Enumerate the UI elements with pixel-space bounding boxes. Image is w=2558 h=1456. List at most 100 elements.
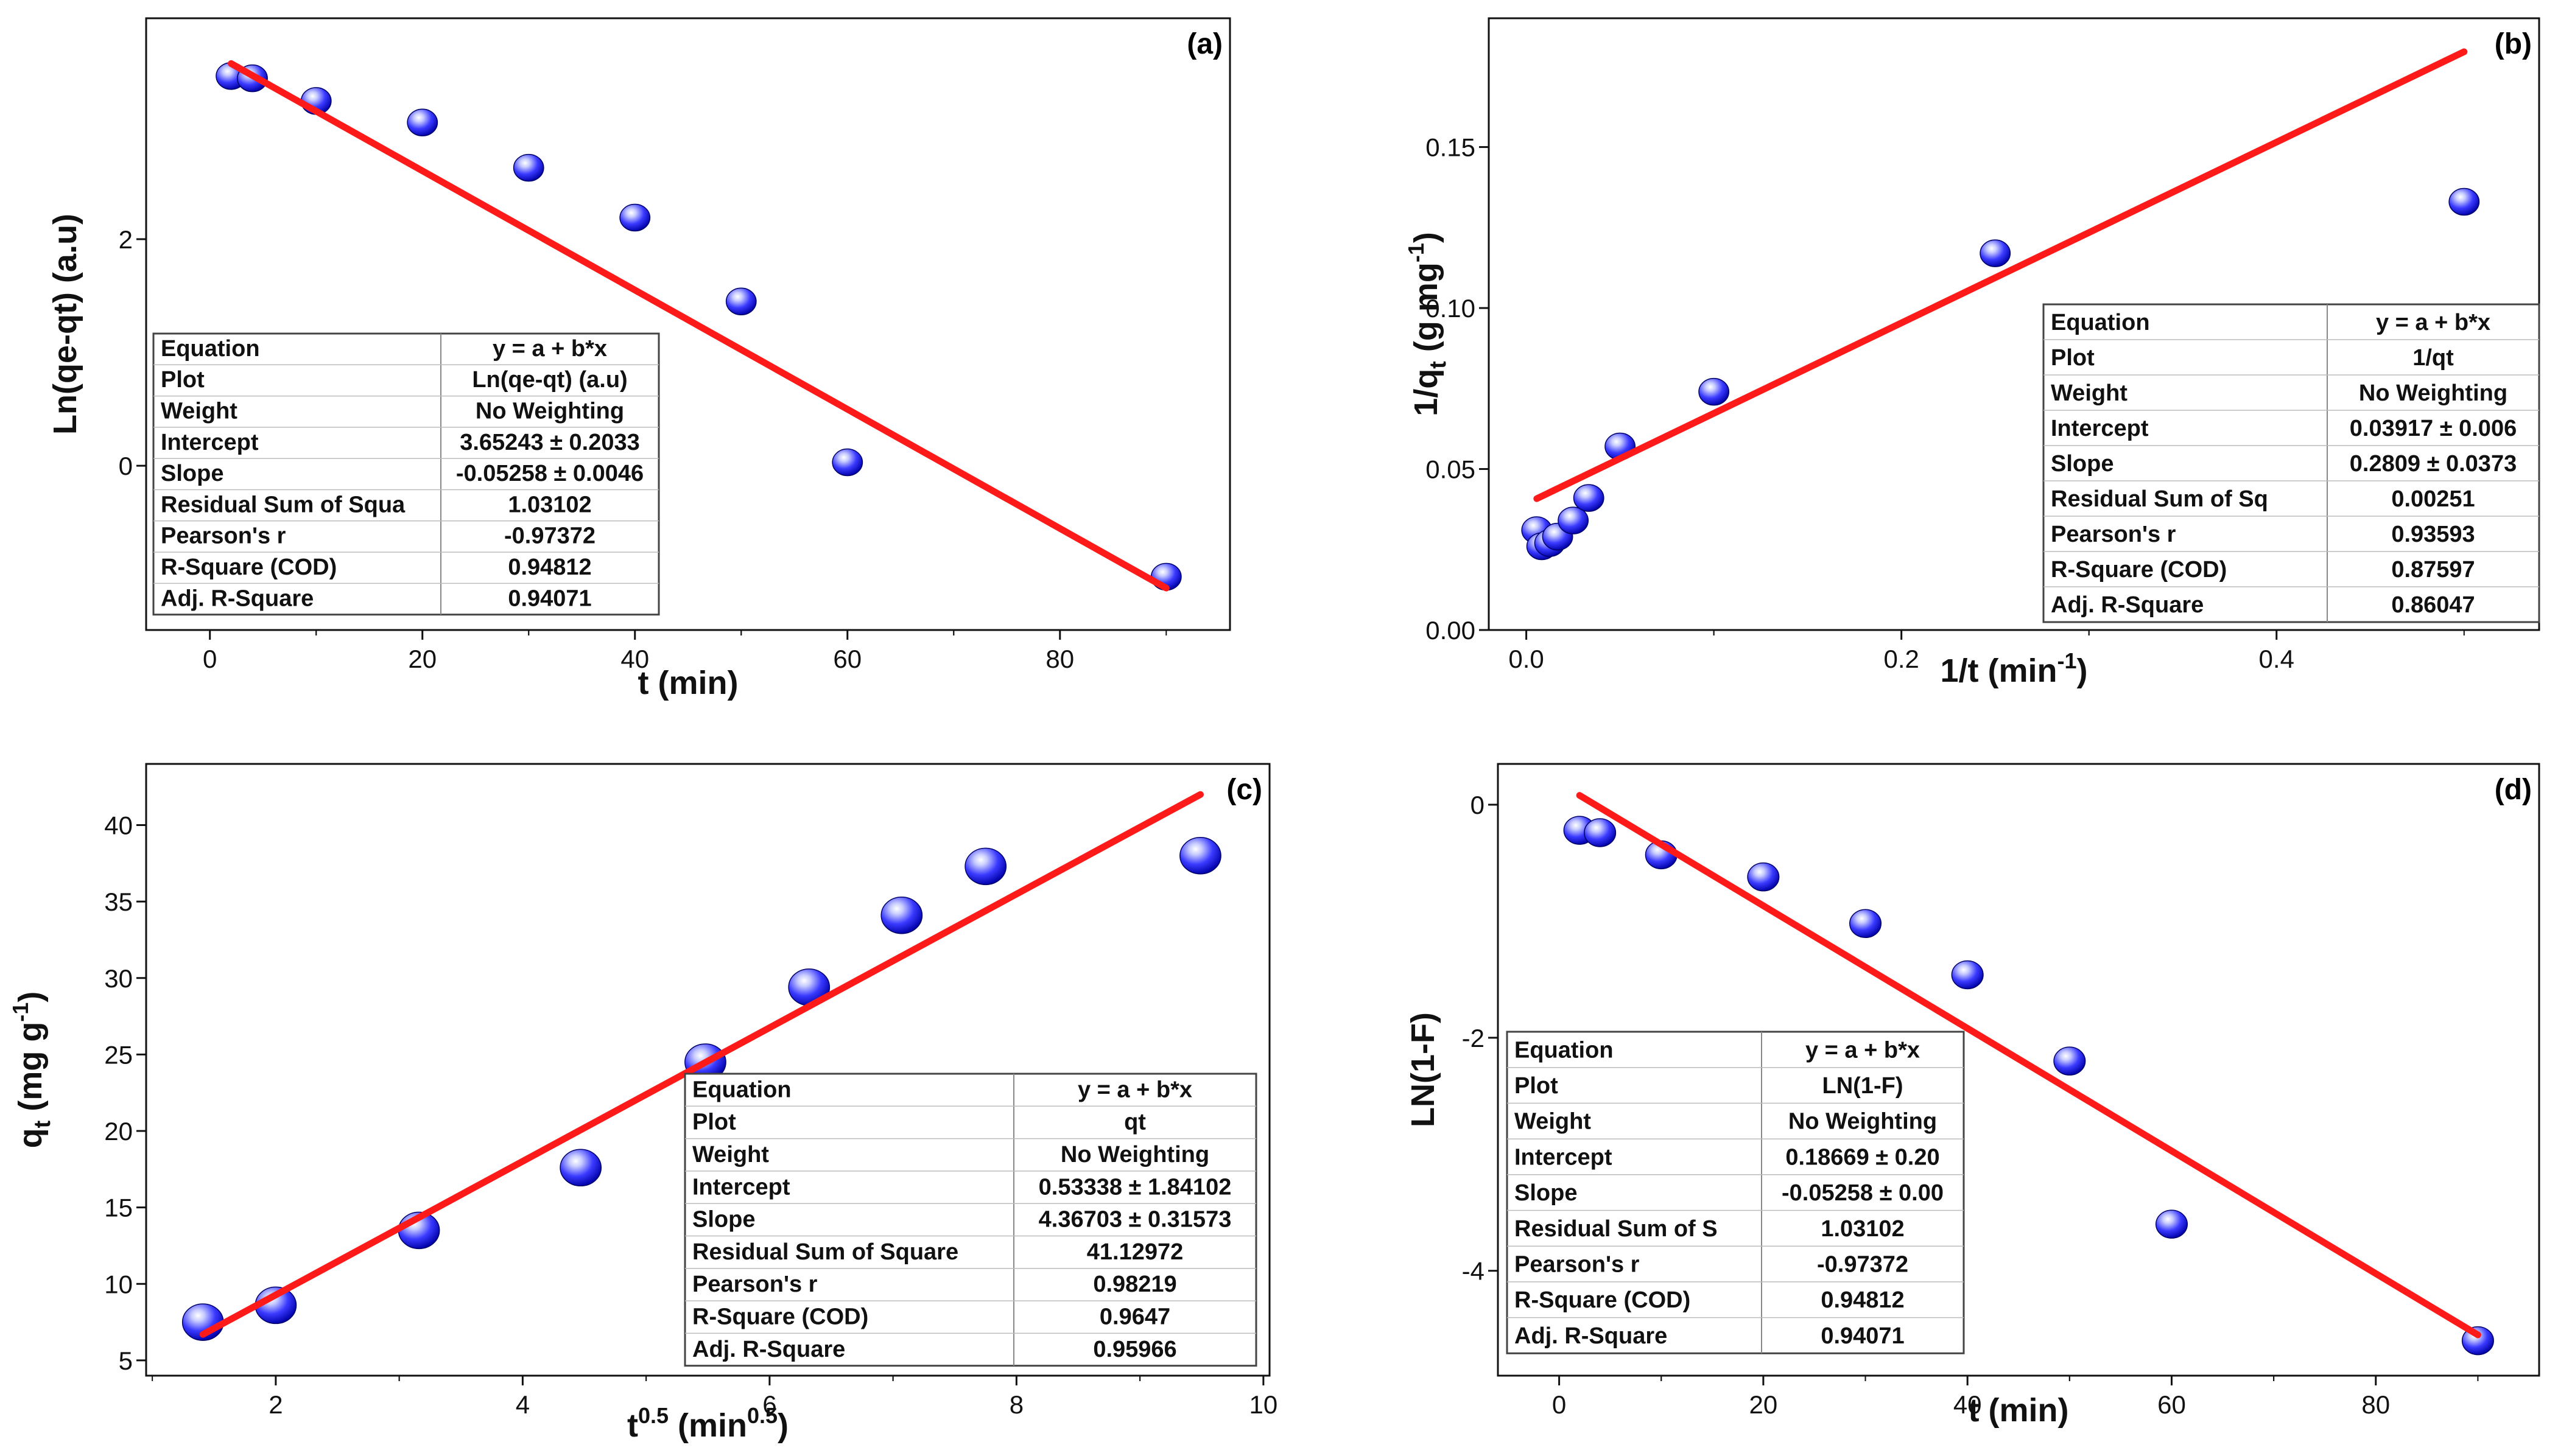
fit-table-value: 1.03102 <box>508 492 591 517</box>
x-tick-label: 6 <box>762 1390 776 1419</box>
x-tick-label: 8 <box>1010 1390 1024 1419</box>
data-point <box>1573 484 1604 512</box>
fit-table-value: No Weighting <box>476 399 624 424</box>
fit-table-value: y = a + b*x <box>1078 1077 1192 1102</box>
data-point <box>1584 818 1617 847</box>
fit-table-key: Equation <box>161 336 260 362</box>
y-tick-label: -4 <box>1462 1257 1485 1286</box>
fit-table-value: 0.2809 ± 0.0373 <box>2350 451 2517 477</box>
x-tick-label: 80 <box>1045 645 1074 673</box>
fit-table-key: R-Square (COD) <box>2051 557 2227 583</box>
fit-table-value: 0.53338 ± 1.84102 <box>1039 1174 1232 1200</box>
x-tick-label: 2 <box>269 1390 283 1419</box>
fit-table-value: 0.93593 <box>2391 522 2475 547</box>
fit-table-key: Pearson's r <box>2051 522 2176 547</box>
data-point <box>1747 862 1780 892</box>
fit-table-key: Equation <box>1514 1037 1614 1063</box>
y-tick-label: 15 <box>104 1194 133 1222</box>
panel-label: (a) <box>1187 28 1223 60</box>
fit-table-key: Plot <box>161 367 205 393</box>
fit-table-value: 0.94812 <box>1821 1287 1904 1313</box>
fit-table-value: -0.97372 <box>1817 1251 1908 1277</box>
y-tick-label: 20 <box>104 1117 133 1146</box>
fit-table-key: R-Square (COD) <box>692 1304 868 1329</box>
x-tick-label: 0 <box>1552 1390 1566 1419</box>
y-tick-label: 25 <box>104 1040 133 1069</box>
fit-table-value: 0.98219 <box>1093 1272 1176 1297</box>
fit-table-value: Ln(qe-qt) (a.u) <box>472 367 627 393</box>
chart-panel-d: 0 20 40 60 80 0 -2 -4 (d) t (min) LN(1-F) Equation y… <box>1405 763 2540 1429</box>
x-axis-label: 1/t (min-1) <box>1940 648 2087 689</box>
data-point <box>1980 239 2011 267</box>
data-point <box>725 287 757 316</box>
fit-table: Equation y = a + b*x Plot qt Weight No Weight… <box>684 1073 1257 1367</box>
y-tick-label: 0.10 <box>1425 294 1475 323</box>
x-tick-label: 0.4 <box>2259 645 2294 673</box>
y-tick-label: -2 <box>1462 1024 1485 1052</box>
y-tick-label: 0.05 <box>1425 455 1475 484</box>
fit-table-value: y = a + b*x <box>1805 1037 1920 1063</box>
fit-table-key: R-Square (COD) <box>161 555 337 580</box>
y-tick-label: 0 <box>1470 791 1485 819</box>
fit-table-key: Plot <box>2051 345 2095 371</box>
fit-table-key: Adj. R-Square <box>2051 592 2204 618</box>
data-point <box>1698 377 1730 406</box>
fit-table-key: Pearson's r <box>692 1272 818 1297</box>
fit-line <box>199 791 1204 1338</box>
x-tick-label: 10 <box>1249 1390 1278 1419</box>
data-point <box>2053 1046 2086 1076</box>
fit-table-value: 0.86047 <box>2391 592 2475 618</box>
fit-line <box>1533 48 2468 502</box>
y-tick-label: 10 <box>104 1270 133 1298</box>
fit-table: Equation y = a + b*x Plot Ln(qe-qt) (a.u) We… <box>152 332 660 616</box>
fit-table-border <box>2042 303 2540 623</box>
fit-table-value: -0.05258 ± 0.0046 <box>456 461 644 486</box>
fit-table-key: Intercept <box>1514 1144 1612 1170</box>
y-axis-label: qt (mg g-1) <box>8 992 55 1149</box>
x-tick-label: 20 <box>1749 1390 1778 1419</box>
x-tick-label: 40 <box>1953 1390 1982 1419</box>
fit-table: Equation y = a + b*x Plot LN(1-F) Weight No W… <box>1506 1031 1965 1354</box>
fit-table-value: qt <box>1124 1110 1146 1135</box>
fit-table-value: 0.87597 <box>2391 557 2475 583</box>
fit-table-key: Slope <box>161 461 223 486</box>
fit-table-value: 0.94812 <box>508 555 591 580</box>
y-tick-label: 40 <box>104 811 133 840</box>
y-tick-label: 0.00 <box>1425 616 1475 645</box>
y-axis-label: LN(1-F) <box>1405 1012 1441 1127</box>
y-axis-label: Ln(qe-qt) (a.u) <box>47 214 83 435</box>
x-axis-label: t0.5 (min0.5) <box>627 1403 789 1444</box>
fit-table-value: 0.03917 ± 0.006 <box>2350 416 2517 441</box>
fit-table-key: Equation <box>2051 310 2150 335</box>
y-tick-label: 2 <box>119 225 133 254</box>
fit-table-key: Residual Sum of Sq <box>2051 486 2268 512</box>
fit-table-value: 1/qt <box>2412 345 2454 371</box>
fit-table-value: No Weighting <box>1061 1142 1209 1167</box>
y-tick-label: 0 <box>119 452 133 480</box>
fit-table: Equation y = a + b*x Plot 1/qt Weight No Weig… <box>2042 303 2540 623</box>
x-tick-label: 0 <box>203 645 217 673</box>
plot-frame <box>145 17 1231 631</box>
data-point <box>2155 1209 2188 1239</box>
panel-label: (d) <box>2495 774 2532 806</box>
y-tick-label: 30 <box>104 964 133 993</box>
fit-table-value: -0.05258 ± 0.00 <box>1782 1180 1944 1206</box>
data-point <box>1179 837 1221 875</box>
x-tick-label: 40 <box>620 645 649 673</box>
data-point <box>1849 909 1882 939</box>
fit-table-key: Weight <box>1514 1109 1591 1135</box>
fit-table-key: Residual Sum of Squa <box>161 492 406 517</box>
fit-table-border <box>152 332 660 616</box>
data-point <box>832 448 863 477</box>
data-point <box>1558 506 1589 534</box>
fit-table-key: Adj. R-Square <box>161 586 314 611</box>
x-axis-label: t (min) <box>1969 1392 2069 1429</box>
y-tick-label: 5 <box>119 1346 133 1375</box>
data-point <box>619 203 651 232</box>
fit-table-key: Plot <box>692 1110 736 1135</box>
fit-table-key: Intercept <box>2051 416 2149 441</box>
fit-table-key: Residual Sum of Square <box>692 1239 958 1265</box>
fit-table-key: Pearson's r <box>161 523 286 549</box>
fit-table-key: Residual Sum of S <box>1514 1216 1718 1242</box>
fit-table-value: 0.9647 <box>1100 1304 1170 1329</box>
